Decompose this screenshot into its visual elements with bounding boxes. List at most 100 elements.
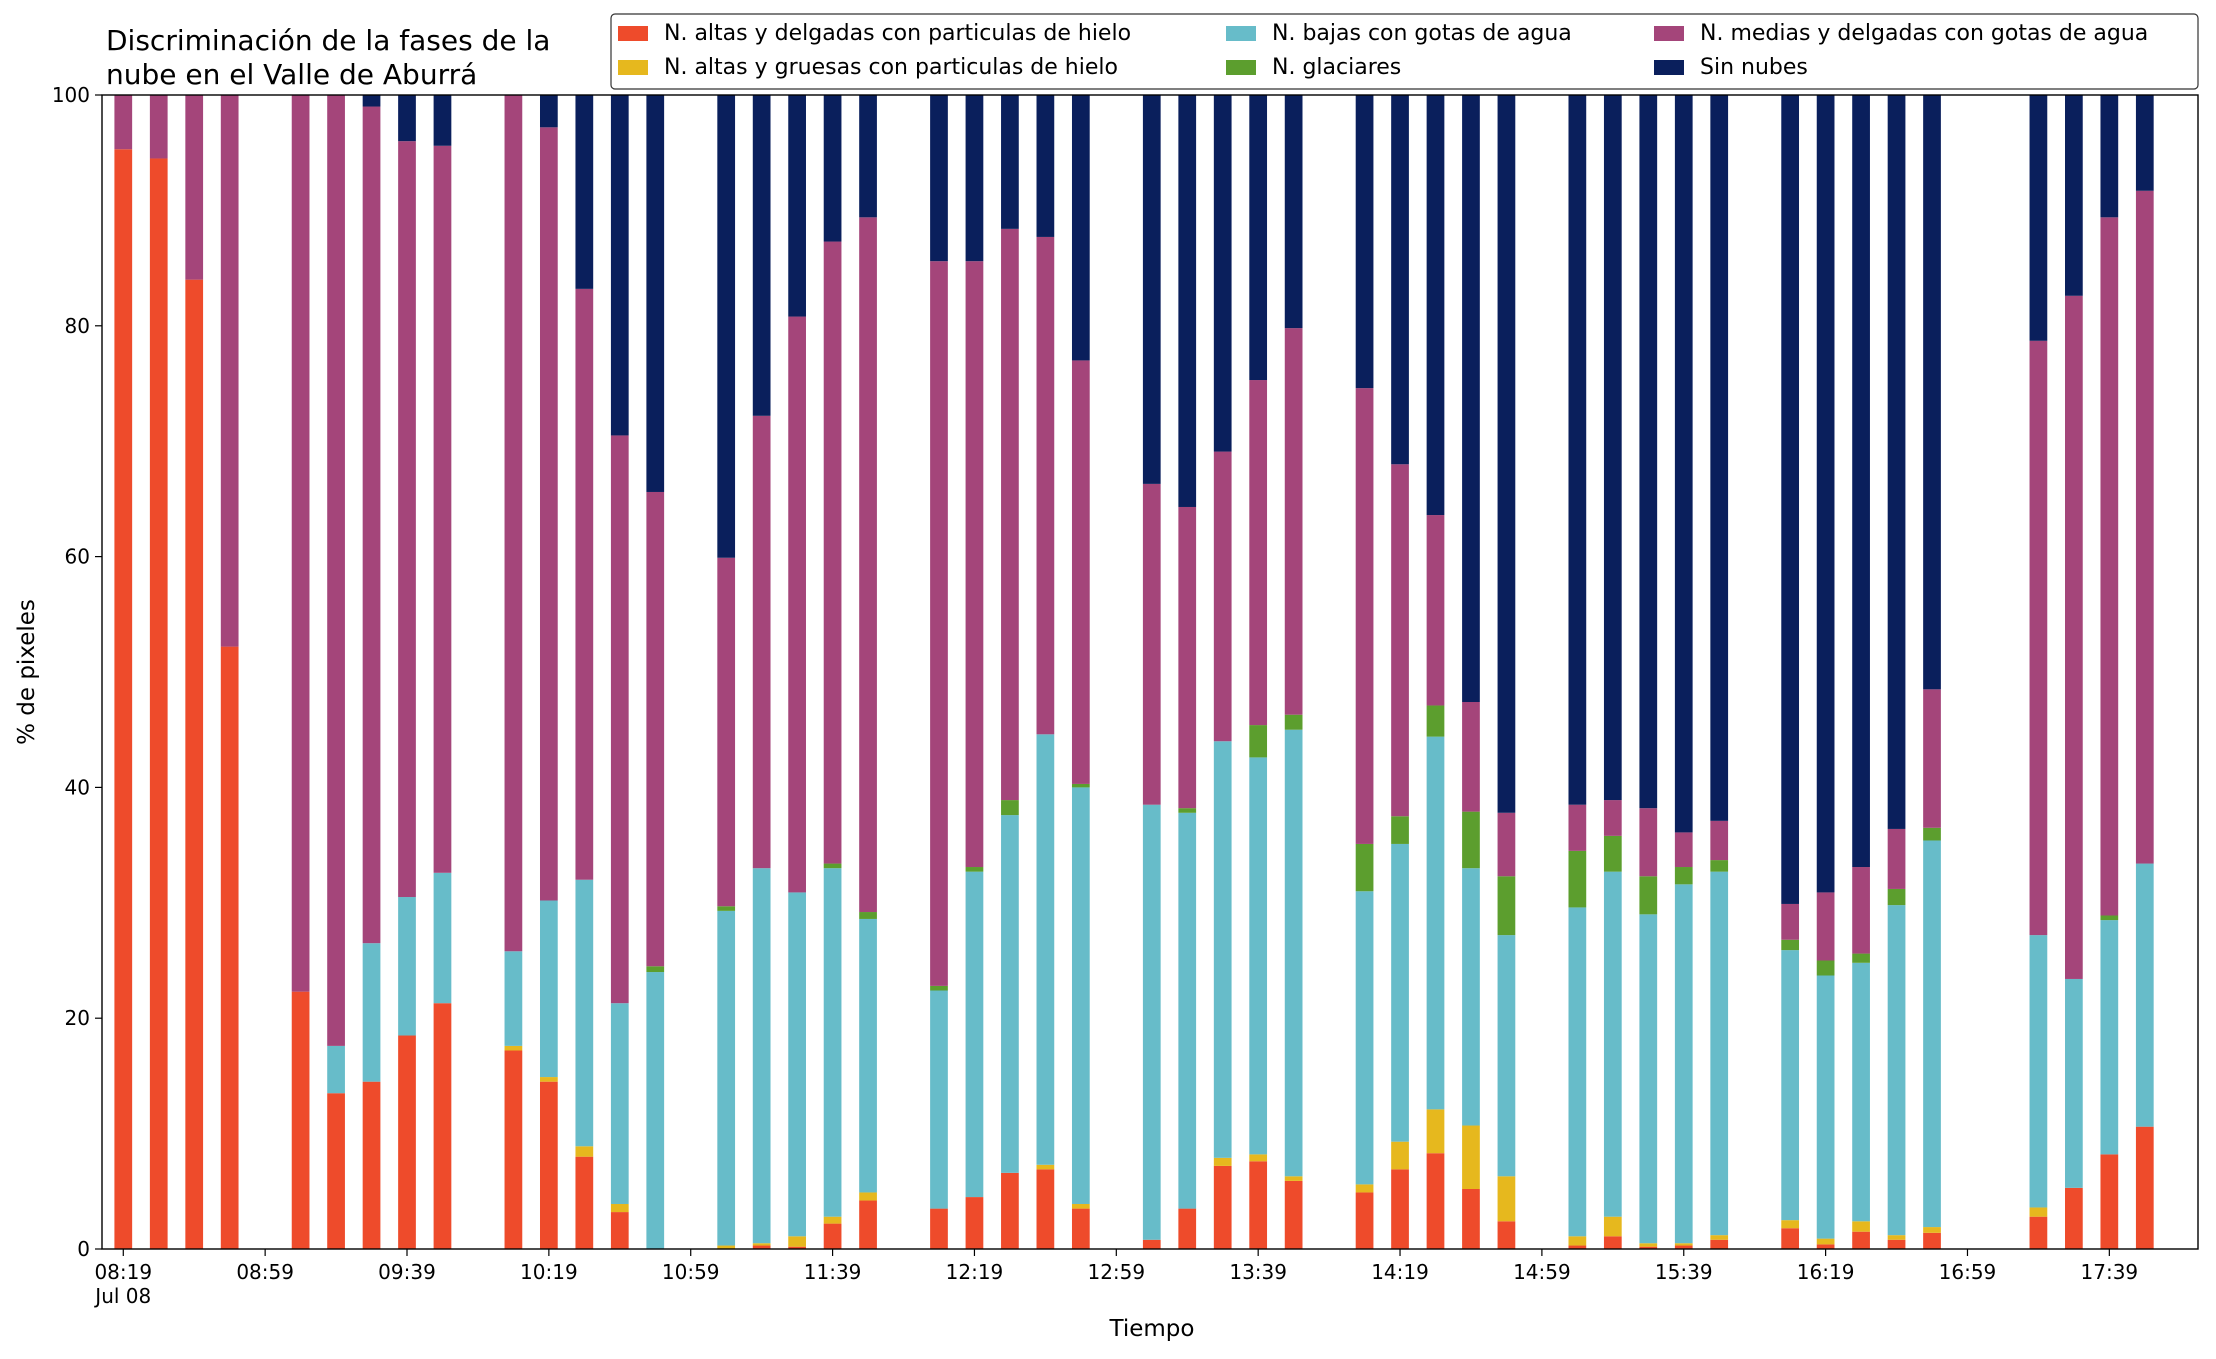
bar-segment xyxy=(1001,95,1019,229)
bar-segment xyxy=(823,1216,842,1224)
bar-segment xyxy=(1462,811,1480,869)
bar-segment xyxy=(433,145,452,873)
bar-segment xyxy=(1816,975,1835,1239)
bar-segment xyxy=(1852,867,1870,954)
bar-segment xyxy=(930,1208,948,1249)
bar-segment xyxy=(1284,95,1303,329)
bar-segment xyxy=(1781,950,1800,1221)
bar-segment xyxy=(788,95,806,317)
bar-segment xyxy=(1001,228,1019,801)
bar-segment xyxy=(220,646,239,1249)
bar-segment xyxy=(1852,1221,1870,1232)
bar-segment xyxy=(327,1093,345,1249)
bar-segment xyxy=(930,985,948,991)
bar-segment xyxy=(1213,741,1232,1158)
bar-segment xyxy=(1710,1235,1729,1240)
bar-segment xyxy=(930,990,948,1209)
bar-segment xyxy=(2065,978,2083,1188)
bar-segment xyxy=(1781,903,1800,940)
bar-segment xyxy=(1001,815,1019,1173)
bar-segment xyxy=(1213,1165,1232,1249)
bar-segment xyxy=(1355,1192,1374,1249)
bar-segment xyxy=(1497,1221,1516,1249)
bar-segment xyxy=(539,95,558,128)
bar-segment xyxy=(823,1223,842,1249)
bar-segment xyxy=(1710,820,1729,861)
bar-segment xyxy=(2100,95,2119,218)
legend-swatch xyxy=(1226,26,1256,41)
legend-box xyxy=(610,13,2199,90)
y-tick-label: 20 xyxy=(65,1006,90,1030)
bar-segment xyxy=(1674,867,1693,885)
bar-segment xyxy=(1355,95,1374,389)
bar-segment xyxy=(965,867,984,872)
bar-segment xyxy=(1001,1172,1019,1249)
bar-segment xyxy=(1639,95,1658,809)
bar-segment xyxy=(930,95,948,262)
x-tick-label: 13:39 xyxy=(1229,1260,1287,1284)
bar-segment xyxy=(539,1081,558,1249)
bar-segment xyxy=(1568,95,1587,805)
bar-segment xyxy=(788,892,806,1237)
bar-segment xyxy=(1603,800,1622,836)
bar-segment xyxy=(149,158,168,1250)
bar-segment xyxy=(1568,804,1587,851)
bar-segment xyxy=(398,95,416,142)
bar-segment xyxy=(1284,729,1303,1177)
bar-segment xyxy=(1284,714,1303,730)
bar-segment xyxy=(398,141,416,898)
x-tick-label: 10:59 xyxy=(662,1260,720,1284)
bar-segment xyxy=(717,557,736,907)
bar-segment xyxy=(1887,1239,1906,1249)
bar-segment xyxy=(1249,725,1268,758)
bar-segment xyxy=(752,1243,771,1246)
bar-segment xyxy=(114,149,133,1249)
bar-segment xyxy=(859,217,877,913)
bar-segment xyxy=(2029,1207,2048,1217)
x-tick-label: 08:59 xyxy=(236,1260,294,1284)
bar-segment xyxy=(1178,506,1197,809)
bar-segment xyxy=(1497,95,1516,813)
y-tick-label: 40 xyxy=(65,775,90,799)
bar-segment xyxy=(1568,1245,1587,1249)
x-tick-label: 15:39 xyxy=(1655,1260,1713,1284)
bar-segment xyxy=(965,261,984,868)
bar-segment xyxy=(1426,736,1445,1110)
y-tick-label: 80 xyxy=(65,314,90,338)
bar-segment xyxy=(610,1203,629,1213)
x-tick-label: 09:39 xyxy=(378,1260,436,1284)
bar-segment xyxy=(1816,95,1835,893)
bar-segment xyxy=(539,1077,558,1082)
bar-segment xyxy=(1001,800,1019,816)
bar-segment xyxy=(1462,1125,1480,1189)
bar-segment xyxy=(398,897,416,1036)
bar-segment xyxy=(1036,734,1055,1165)
bar-segment xyxy=(1142,483,1161,805)
bar-segment xyxy=(1923,95,1941,690)
bar-segment xyxy=(433,872,452,1004)
bar-segment xyxy=(788,1236,806,1247)
bar-segment xyxy=(1603,1216,1622,1237)
bar-segment xyxy=(823,868,842,1217)
bar-segment xyxy=(1213,1157,1232,1166)
bar-segment xyxy=(1674,884,1693,1244)
bar-segment xyxy=(362,943,381,1082)
bar-segment xyxy=(1887,828,1906,889)
bar-segment xyxy=(1887,905,1906,1236)
legend: N. altas y delgadas con particulas de hi… xyxy=(610,13,2199,90)
bar-segment xyxy=(1781,1220,1800,1229)
bar-segment xyxy=(1923,1232,1941,1249)
bar-segment xyxy=(433,1003,452,1249)
bar-segment xyxy=(539,127,558,901)
bar-segment xyxy=(1603,1236,1622,1249)
bar-segment xyxy=(1426,515,1445,706)
bar-segment xyxy=(1142,804,1161,1240)
bar-segment xyxy=(2135,190,2154,864)
bar-segment xyxy=(1887,888,1906,906)
bar-segment xyxy=(1923,689,1941,828)
bar-segment xyxy=(2029,935,2048,1208)
bar-segment xyxy=(646,95,665,492)
bar-segment xyxy=(1497,876,1516,936)
bar-segment xyxy=(1071,360,1090,784)
